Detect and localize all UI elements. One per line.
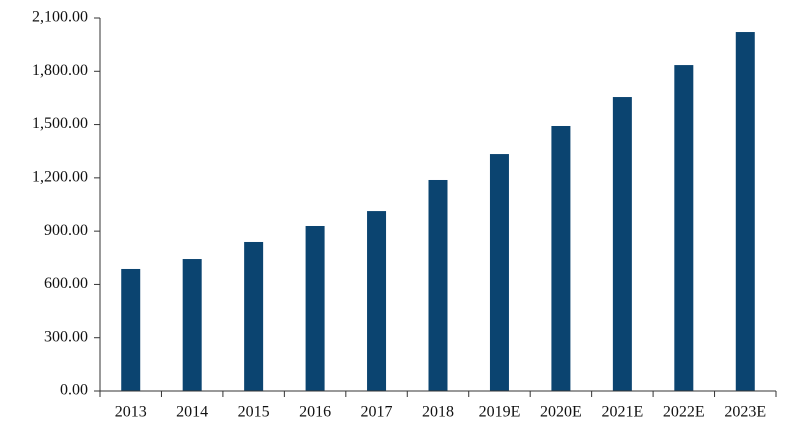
x-tick-label: 2015 bbox=[238, 404, 270, 421]
bar bbox=[182, 259, 202, 391]
y-tick-label: 600.00 bbox=[44, 275, 88, 292]
x-tick-label: 2019E bbox=[479, 404, 521, 421]
bar bbox=[674, 65, 694, 392]
x-tick-label: 2023E bbox=[724, 404, 766, 421]
x-tick-label: 2022E bbox=[663, 404, 705, 421]
x-tick-label: 2018 bbox=[422, 404, 454, 421]
bar bbox=[244, 241, 264, 391]
y-tick-label: 300.00 bbox=[44, 328, 88, 345]
y-tick-label: 1,500.00 bbox=[32, 115, 88, 132]
y-tick-label: 2,100.00 bbox=[32, 9, 88, 26]
bar bbox=[735, 32, 755, 391]
x-tick-label: 2014 bbox=[176, 404, 208, 421]
y-tick-label: 1,200.00 bbox=[32, 169, 88, 186]
bar bbox=[121, 268, 141, 391]
y-tick-label: 900.00 bbox=[44, 222, 88, 239]
bar bbox=[428, 179, 448, 391]
bar bbox=[612, 97, 632, 392]
bar bbox=[489, 154, 509, 391]
bar bbox=[305, 225, 325, 391]
y-tick-label: 1,800.00 bbox=[32, 62, 88, 79]
x-tick-label: 2017 bbox=[361, 404, 393, 421]
x-tick-label: 2013 bbox=[115, 404, 147, 421]
x-tick-label: 2020E bbox=[540, 404, 582, 421]
x-tick-label: 2021E bbox=[601, 404, 643, 421]
y-tick-label: 0.00 bbox=[60, 382, 88, 399]
x-tick-label: 2016 bbox=[299, 404, 331, 421]
bar bbox=[367, 211, 387, 391]
bar bbox=[551, 125, 571, 392]
